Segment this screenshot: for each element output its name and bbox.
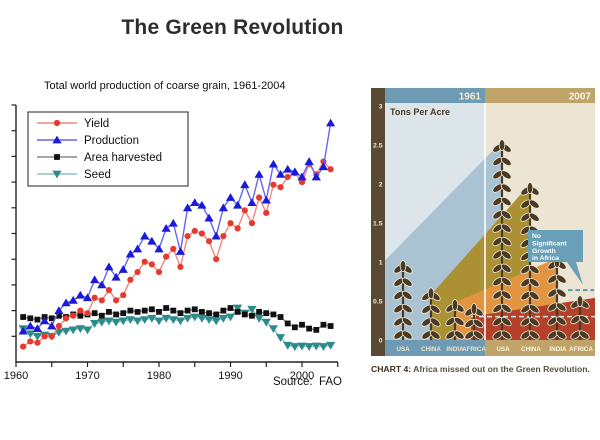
svg-text:2000: 2000 xyxy=(290,370,314,382)
svg-text:1990: 1990 xyxy=(218,370,242,382)
svg-text:2007: 2007 xyxy=(569,92,592,103)
svg-text:0: 0 xyxy=(379,338,383,345)
svg-text:1.5: 1.5 xyxy=(373,221,383,228)
svg-text:No: No xyxy=(532,233,541,240)
svg-text:CHINA: CHINA xyxy=(421,346,441,353)
svg-text:Production: Production xyxy=(84,135,139,147)
svg-text:2: 2 xyxy=(379,182,383,189)
page-title: The Green Revolution xyxy=(121,16,344,39)
coarse-grain-line-chart: 1960 1970 1980 1990 2000 Yield Production Area … xyxy=(4,104,339,382)
svg-text:1970: 1970 xyxy=(75,370,99,382)
svg-text:Area harvested: Area harvested xyxy=(84,152,162,164)
svg-text:AFRICA: AFRICA xyxy=(462,346,486,353)
source-label: Source: FAO xyxy=(272,376,342,388)
svg-text:USA: USA xyxy=(396,346,410,353)
line-chart-title: Total world production of coarse grain, … xyxy=(44,80,286,92)
svg-text:Seed: Seed xyxy=(84,169,111,181)
svg-text:INDIA: INDIA xyxy=(446,346,464,353)
svg-text:Yield: Yield xyxy=(84,118,109,130)
caption-label: CHART 4: xyxy=(371,364,412,374)
svg-text:2.5: 2.5 xyxy=(373,143,383,150)
svg-text:USA: USA xyxy=(496,346,510,353)
svg-text:1980: 1980 xyxy=(147,370,171,382)
svg-text:INDIA: INDIA xyxy=(549,346,567,353)
svg-text:1960: 1960 xyxy=(4,370,28,382)
caption-text: Africa missed out on the Green Revolutio… xyxy=(411,364,590,374)
infographic-caption: CHART 4: Africa missed out on the Green … xyxy=(371,364,597,375)
svg-text:Tons Per Acre: Tons Per Acre xyxy=(390,107,450,117)
tons-per-acre-infographic: 1961 2007 3 2.5 2 1.5 1 0.5 0 Tons Per Acre NoSign… xyxy=(371,88,595,356)
svg-text:3: 3 xyxy=(379,104,383,111)
svg-text:AFRICA: AFRICA xyxy=(569,346,593,353)
svg-text:1961: 1961 xyxy=(459,92,482,103)
svg-text:in Africa: in Africa xyxy=(532,255,559,262)
svg-text:1: 1 xyxy=(379,260,383,267)
svg-text:0.5: 0.5 xyxy=(373,299,383,306)
svg-text:CHINA: CHINA xyxy=(521,346,541,353)
svg-text:Growth: Growth xyxy=(532,248,556,255)
svg-text:Significant: Significant xyxy=(532,240,567,247)
